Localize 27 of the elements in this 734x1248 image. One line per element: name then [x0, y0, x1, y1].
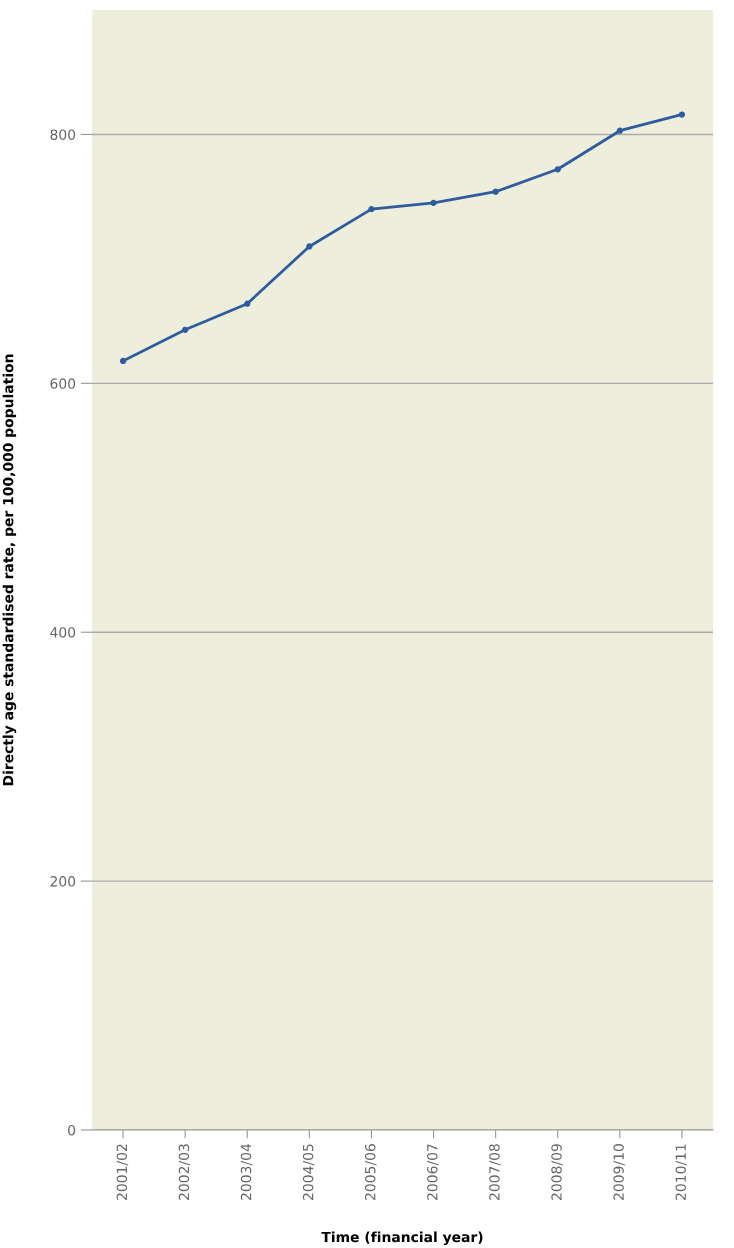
x-tick-label: 2009/10	[613, 1144, 625, 1200]
x-tick-label: 2006/07	[427, 1144, 439, 1200]
y-tick-label: 200	[50, 876, 76, 887]
point	[678, 111, 686, 118]
point	[616, 127, 623, 134]
y-axis-title: Directly age standardised rate, per 100,000 population	[2, 354, 17, 786]
x-tick-label: 2002/03	[178, 1144, 191, 1200]
x-tick-label: 2003/04	[240, 1143, 253, 1200]
x-tick-label: 2007/08	[489, 1144, 501, 1200]
point	[430, 199, 437, 207]
x-axis-title: Time (financial year)	[321, 1231, 483, 1245]
y-tick-label: 400	[50, 627, 76, 638]
point	[119, 357, 127, 365]
point	[244, 300, 251, 307]
y-tick-label: 800	[50, 129, 76, 140]
point	[306, 243, 313, 250]
y-tick-label: 600	[50, 378, 76, 389]
y-tick-label: 0	[68, 1124, 76, 1136]
x-tick-label: 2010/11	[675, 1144, 688, 1200]
x-tick-label: 2001/02	[116, 1144, 129, 1200]
point	[182, 326, 189, 333]
x-tick-label: 2005/06	[364, 1144, 377, 1200]
point	[368, 205, 375, 213]
x-tick-label: 2008/09	[551, 1144, 563, 1200]
x-tick-label: 2004/05	[302, 1144, 315, 1200]
point	[554, 166, 561, 173]
point	[492, 188, 499, 195]
